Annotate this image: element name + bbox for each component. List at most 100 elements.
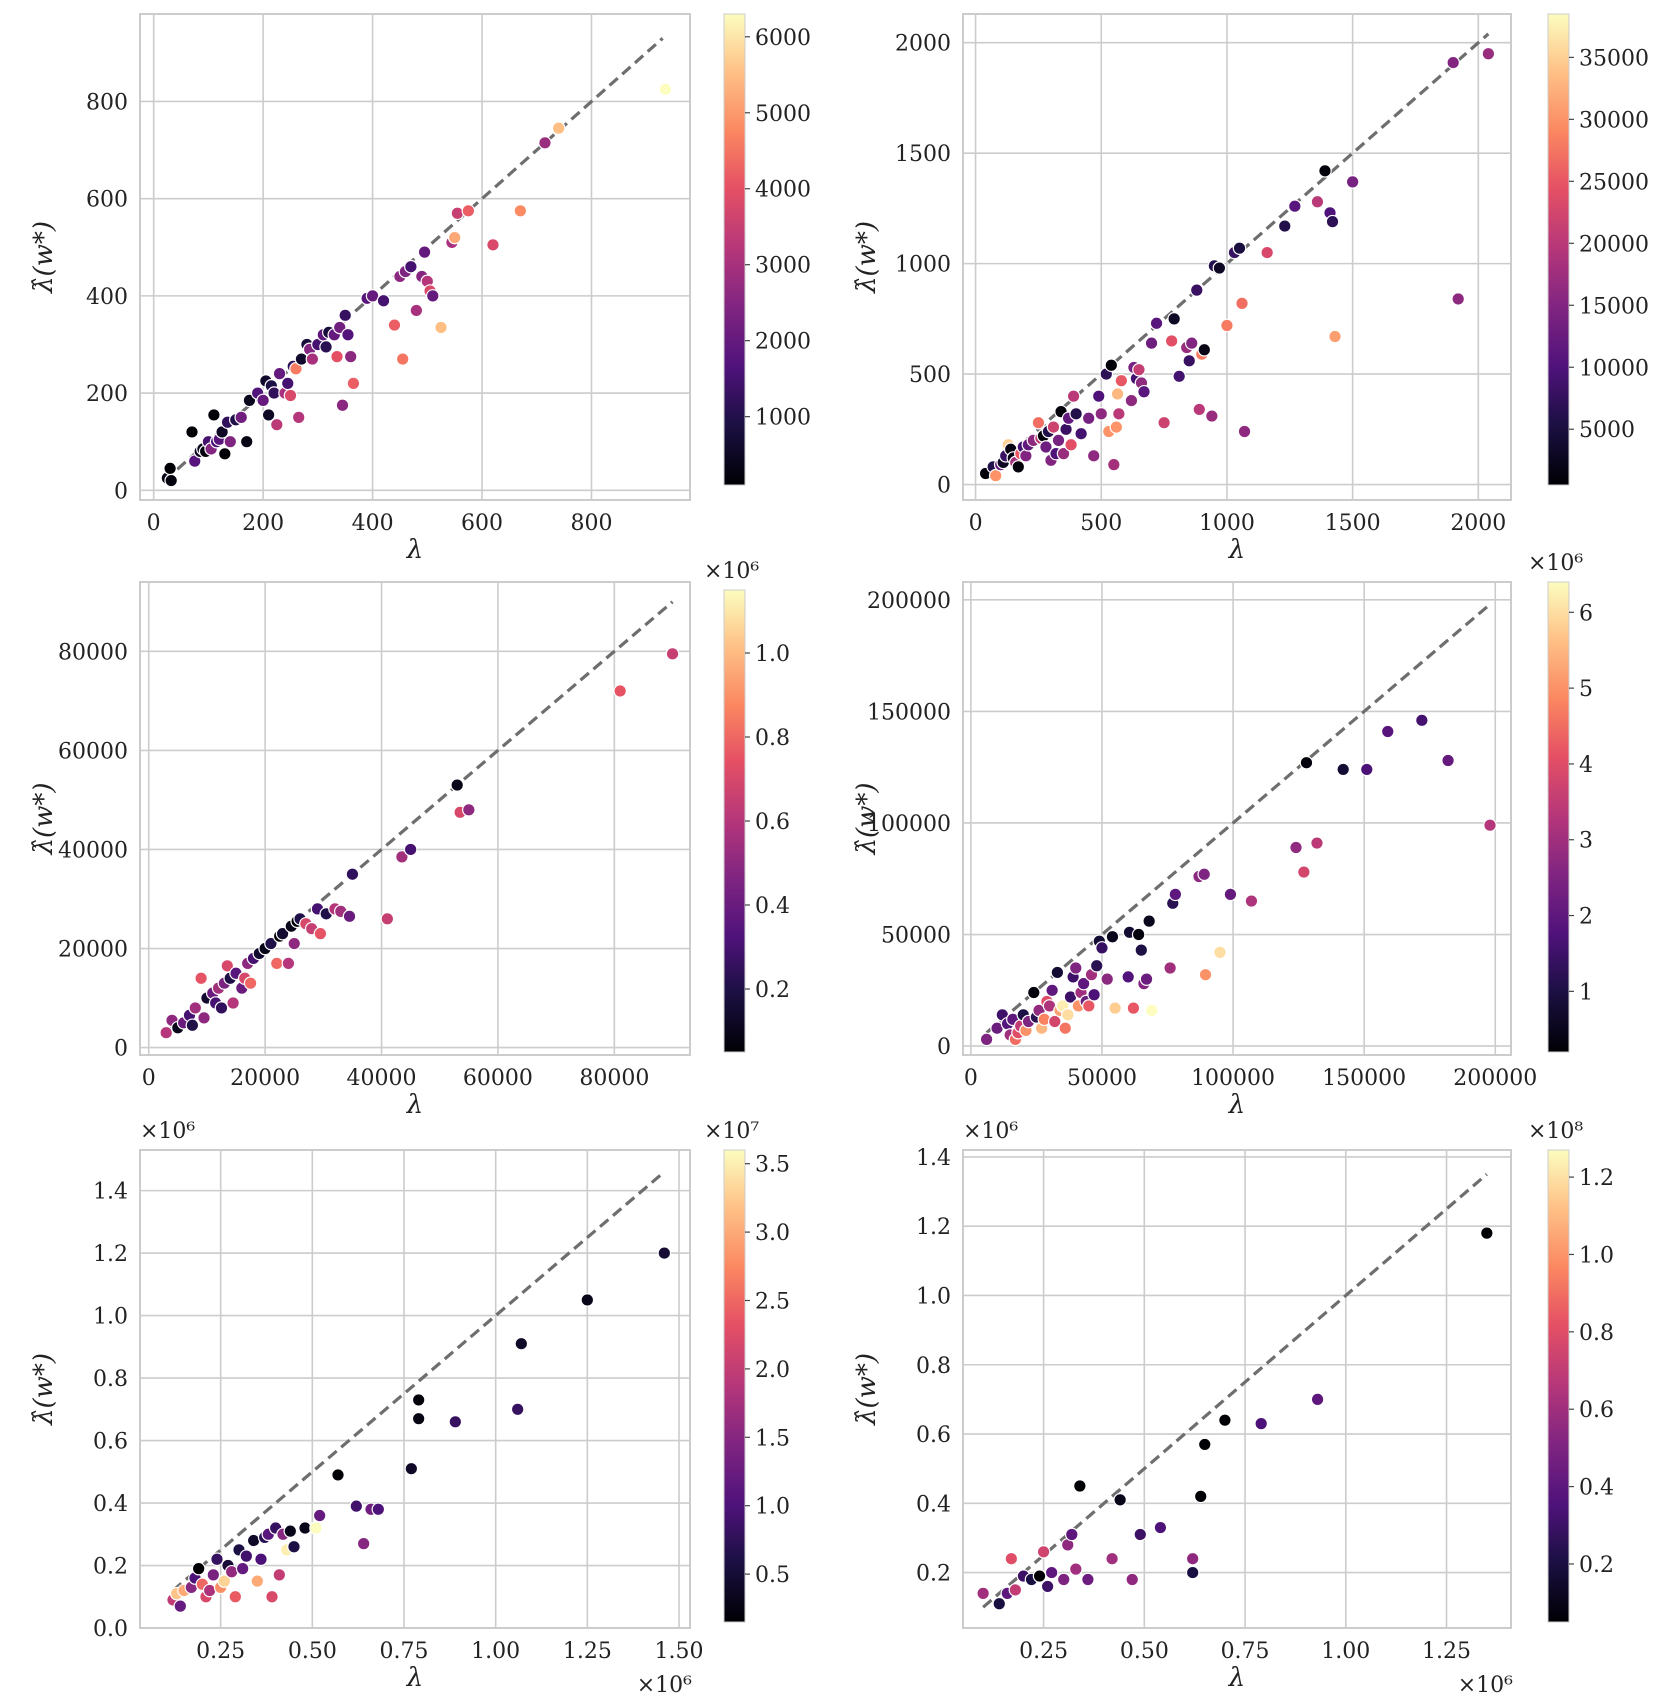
- scatter-point: [264, 936, 278, 951]
- scatter-point: [409, 303, 424, 318]
- scatter-point: [1004, 1551, 1019, 1566]
- scatter-point: [210, 1552, 224, 1567]
- x-tick-label: 0.50: [288, 1639, 337, 1664]
- scatter-point: [450, 778, 464, 792]
- colorbar-tick-label: 1.0: [1579, 1243, 1614, 1268]
- scatter-point: [1112, 407, 1126, 421]
- colorbar-multiplier: ×10⁷: [704, 1119, 759, 1144]
- scatter-point: [1095, 941, 1109, 955]
- x-multiplier: ×10⁶: [637, 1673, 692, 1698]
- scatter-point: [376, 293, 391, 308]
- scatter-point: [1124, 393, 1139, 408]
- x-tick-label: 1000: [1199, 511, 1255, 536]
- scatter-point: [1244, 894, 1259, 908]
- scatter-point: [1031, 415, 1046, 430]
- x-tick-label: 0.25: [196, 1639, 245, 1664]
- colorbar-tick-label: 10000: [1579, 356, 1649, 381]
- scatter-point: [226, 996, 240, 1010]
- scatter-point: [1105, 1551, 1119, 1566]
- y-tick-label: 800: [86, 90, 128, 115]
- scatter-panel-1: 0 200 400 600 800 0 200 400 600 800 λ λ̂(w*) 1000 200…: [29, 13, 811, 565]
- y-tick-label: 0.4: [916, 1492, 951, 1517]
- y-axis-label: λ̂(w*): [29, 782, 59, 855]
- axes-frame: [962, 1149, 1512, 1629]
- colorbar-multiplier: ×10⁶: [704, 559, 759, 584]
- scatter-point: [1100, 972, 1115, 986]
- y-tick-label: 20000: [58, 938, 128, 963]
- colorbar: [723, 13, 746, 486]
- y-tick-label: 0.2: [916, 1562, 951, 1587]
- scatter-point: [356, 1536, 371, 1551]
- x-tick-label: 0.75: [1221, 1639, 1270, 1664]
- colorbar: [1547, 581, 1570, 1053]
- scatter-point: [343, 349, 358, 364]
- colorbar-tick-label: 0.2: [755, 978, 790, 1003]
- scatter-point: [197, 1011, 211, 1025]
- scatter-point: [1198, 967, 1213, 982]
- x-axis-label: λ: [406, 1663, 423, 1693]
- scatter-point: [1172, 369, 1186, 384]
- scatter-point: [1289, 840, 1303, 855]
- scatter-point: [1064, 1527, 1079, 1542]
- scatter-point: [287, 1539, 301, 1554]
- scatter-point: [404, 259, 418, 274]
- scatter-point: [1058, 1021, 1073, 1036]
- colorbar-tick-label: 3.0: [755, 1221, 790, 1246]
- scatter-point: [1121, 970, 1135, 984]
- scatter-point: [313, 926, 328, 941]
- axes-frame: [962, 13, 1512, 501]
- scatter-point: [185, 1018, 200, 1033]
- scatter-point: [1133, 1527, 1148, 1542]
- scatter-point: [185, 425, 199, 439]
- scatter-point: [1074, 426, 1088, 441]
- scatter-point: [1149, 316, 1164, 331]
- scatter-point: [1232, 241, 1247, 255]
- colorbar-tick-label: 0.8: [755, 726, 790, 751]
- x-axis-label: λ: [1228, 1090, 1245, 1120]
- colorbar-multiplier: ×10⁸: [1528, 1119, 1583, 1144]
- y-tick-label: 0.8: [916, 1354, 951, 1379]
- scatter-point: [281, 956, 296, 971]
- scatter-point: [510, 1402, 525, 1417]
- scatter-point: [312, 1508, 327, 1523]
- scatter-point: [349, 1499, 364, 1513]
- x-tick-label: 0: [969, 511, 983, 536]
- scatter-point: [1212, 261, 1227, 275]
- y-tick-label: 1.0: [93, 1305, 128, 1330]
- x-tick-label: 500: [1080, 511, 1122, 536]
- scatter-point: [243, 976, 258, 990]
- scatter-panel-4: 0 50000 100000 150000 200000 0 50000 100000 1500…: [852, 551, 1593, 1120]
- scatter-point: [1108, 1001, 1122, 1015]
- scatter-point: [1441, 753, 1455, 768]
- scatter-point: [1144, 1003, 1159, 1018]
- x-tick-label: 200: [242, 511, 284, 536]
- scatter-point: [1218, 1413, 1232, 1427]
- y-tick-label: 0.6: [93, 1430, 128, 1455]
- scatter-point: [461, 204, 476, 218]
- x-tick-label: 50000: [1067, 1066, 1137, 1091]
- scatter-point: [234, 410, 249, 425]
- scatter-point: [1036, 1544, 1051, 1559]
- y-tick-label: 0.6: [916, 1423, 951, 1448]
- y-tick-label: 80000: [58, 640, 128, 665]
- scatter-point: [1205, 409, 1219, 423]
- colorbar: [1547, 1149, 1570, 1623]
- scatter-point: [395, 352, 410, 366]
- scatter-point: [1288, 199, 1302, 213]
- scatter-point: [218, 447, 232, 461]
- colorbar-multiplier: ×10⁶: [1528, 551, 1583, 576]
- identity-line: [982, 1173, 1488, 1609]
- scatter-point: [1011, 460, 1026, 474]
- scatter-point: [1126, 1001, 1141, 1015]
- scatter-point: [1328, 329, 1342, 344]
- colorbar-tick-label: 4000: [755, 178, 811, 203]
- colorbar-tick-label: 25000: [1579, 170, 1649, 195]
- colorbar-tick-label: 6: [1579, 601, 1593, 626]
- colorbar-tick-label: 1: [1579, 980, 1593, 1005]
- scatter-point: [1131, 927, 1146, 942]
- scatter-point: [1237, 424, 1252, 439]
- scatter-point: [1481, 46, 1496, 61]
- y-tick-label: 0: [114, 1037, 128, 1062]
- x-tick-label: 1.00: [471, 1639, 520, 1664]
- scatter-panel-3: 0 20000 40000 60000 80000 0 20000 40000 60000 800…: [29, 559, 790, 1120]
